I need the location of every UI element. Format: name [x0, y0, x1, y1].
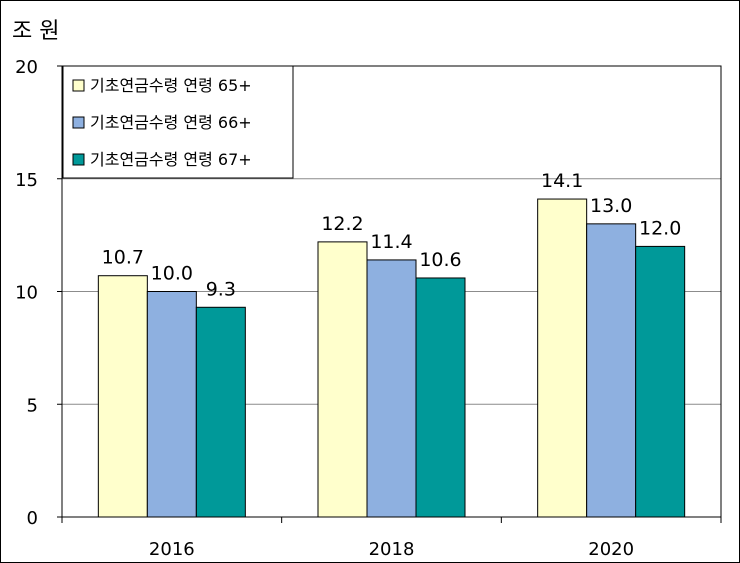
y-tick-label: 5 [27, 395, 38, 416]
plot-area-border [61, 65, 722, 518]
legend: 기초연금수령 연령 65+ 기초연금수령 연령 66+ 기초연금수령 연령 67+ [62, 65, 294, 179]
data-label: 11.4 [370, 231, 412, 253]
y-tick-label: 20 [15, 57, 38, 78]
y-tick-label: 10 [15, 283, 38, 304]
legend-label: 기초연금수령 연령 67+ [90, 150, 252, 169]
bar [97, 275, 148, 518]
legend-swatch [72, 79, 85, 92]
data-label: 14.1 [541, 170, 583, 192]
bar [317, 241, 368, 518]
unit-label: 조 원 [12, 19, 59, 44]
legend-box [62, 65, 294, 179]
x-tick-label: 2020 [588, 539, 634, 560]
legend-label: 기초연금수령 연령 66+ [90, 113, 252, 132]
bar [415, 277, 466, 518]
bar [635, 245, 686, 518]
axes [57, 65, 722, 523]
value-labels: 10.7 10.0 9.3 12.2 11.4 10.6 14.1 13.0 12.0 [102, 170, 682, 300]
data-label: 12.0 [639, 217, 681, 239]
bars [97, 198, 686, 518]
bar [146, 291, 197, 518]
data-label: 9.3 [206, 278, 236, 300]
data-label: 10.7 [102, 247, 144, 269]
x-tick-label: 2016 [149, 539, 195, 560]
data-label: 10.6 [419, 249, 461, 271]
bar [586, 223, 637, 518]
data-label: 12.2 [321, 213, 363, 235]
bar [366, 259, 417, 518]
legend-swatch [72, 116, 85, 129]
bar [195, 306, 246, 518]
legend-swatch [72, 153, 85, 166]
x-tick-label: 2018 [369, 539, 415, 560]
y-tick-labels: 0 5 10 15 20 [15, 57, 38, 529]
y-tick-label: 15 [15, 170, 38, 191]
bar [537, 198, 588, 518]
data-label: 10.0 [151, 263, 193, 285]
data-label: 13.0 [590, 195, 632, 217]
legend-label: 기초연금수령 연령 65+ [90, 76, 252, 95]
x-tick-labels: 2016 2018 2020 [149, 539, 634, 560]
y-tick-label: 0 [27, 508, 38, 529]
